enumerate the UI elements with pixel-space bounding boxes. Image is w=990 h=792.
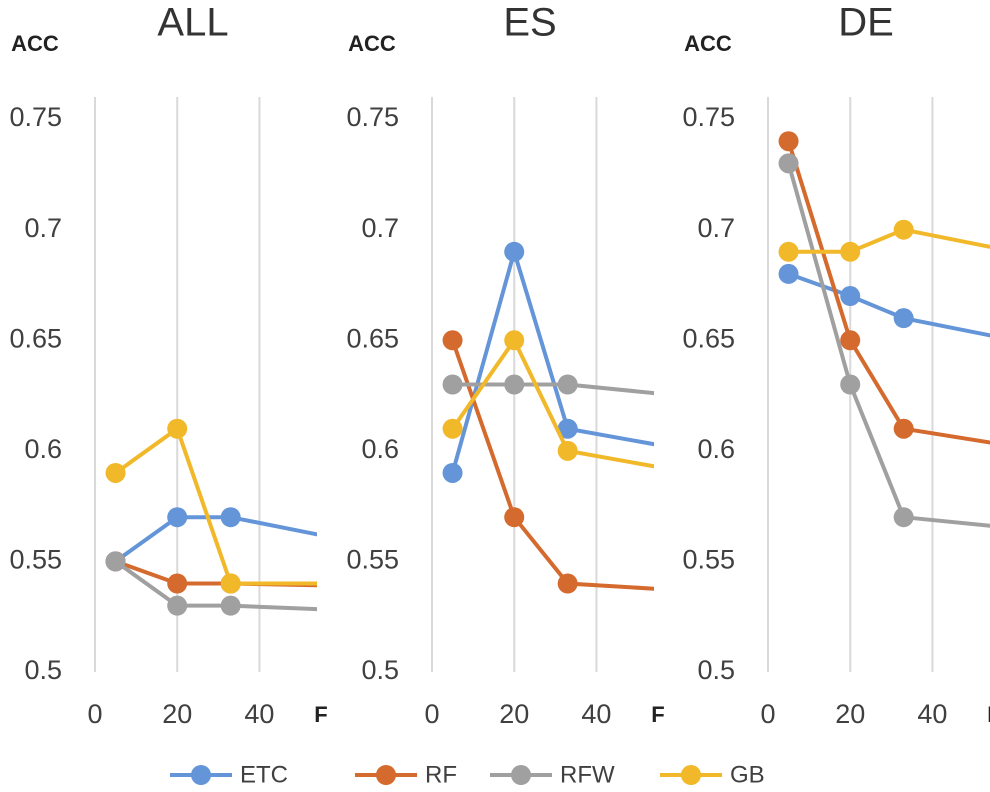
- data-point: [669, 386, 689, 406]
- x-tick-label: 20: [499, 699, 529, 729]
- data-point: [778, 263, 799, 284]
- data-point: [840, 374, 861, 395]
- series-line: [114, 425, 317, 586]
- y-axis-label: ACC: [11, 31, 59, 56]
- legend-label: RF: [425, 761, 457, 788]
- data-point: [332, 574, 352, 594]
- y-tick-label: 0.7: [24, 213, 62, 243]
- data-point: [557, 374, 578, 395]
- data-point: [105, 551, 126, 572]
- plot: [442, 241, 689, 600]
- data-point: [669, 580, 689, 600]
- data-point: [669, 439, 689, 459]
- data-point: [840, 286, 861, 307]
- x-tick-label: 40: [917, 699, 947, 729]
- legend-label: GB: [730, 761, 765, 788]
- y-tick-label: 0.65: [682, 323, 735, 353]
- y-tick-label: 0.6: [361, 434, 399, 464]
- data-point: [669, 461, 689, 481]
- x-tick-label: 0: [760, 699, 775, 729]
- y-tick-label: 0.75: [9, 102, 62, 132]
- data-point: [167, 507, 188, 528]
- data-point: [442, 374, 463, 395]
- data-point: [893, 219, 914, 240]
- data-point: [442, 462, 463, 483]
- y-tick-label: 0.5: [697, 655, 735, 685]
- data-point: [504, 374, 525, 395]
- data-point: [504, 330, 525, 351]
- x-tick-label: 0: [87, 699, 102, 729]
- y-tick-label: 0.6: [24, 434, 62, 464]
- data-point: [840, 330, 861, 351]
- data-point: [504, 507, 525, 528]
- data-point: [557, 418, 578, 439]
- x-axis-label: F: [314, 702, 327, 727]
- y-tick-label: 0.55: [9, 545, 62, 575]
- chart-title: ALL: [157, 1, 228, 45]
- data-point: [893, 308, 914, 329]
- data-point: [220, 595, 241, 616]
- series-line: [114, 515, 317, 564]
- series-line: [450, 336, 654, 469]
- data-point: [893, 418, 914, 439]
- data-point: [332, 576, 352, 596]
- data-point: [167, 418, 188, 439]
- y-tick-label: 0.5: [361, 655, 399, 685]
- x-tick-label: 20: [835, 699, 865, 729]
- data-point: [442, 418, 463, 439]
- y-tick-label: 0.55: [346, 545, 399, 575]
- y-tick-label: 0.75: [346, 102, 399, 132]
- x-axis-label: F: [987, 702, 990, 727]
- series-line: [786, 162, 990, 528]
- data-point: [893, 507, 914, 528]
- data-point: [105, 462, 126, 483]
- y-tick-label: 0.5: [24, 655, 62, 685]
- x-tick-label: 20: [162, 699, 192, 729]
- x-axis-label: F: [651, 702, 664, 727]
- data-point: [840, 241, 861, 262]
- series-line: [787, 272, 990, 338]
- plot: [778, 131, 990, 528]
- data-point: [167, 595, 188, 616]
- legend-marker: [376, 765, 396, 785]
- data-point: [778, 131, 799, 152]
- series-line: [114, 559, 317, 612]
- series-line: [786, 140, 990, 445]
- data-point: [220, 573, 241, 594]
- series-line: [450, 244, 654, 474]
- data-point: [778, 153, 799, 174]
- y-tick-label: 0.55: [682, 545, 735, 575]
- data-point: [504, 241, 525, 262]
- series-line: [788, 227, 990, 254]
- data-point: [332, 600, 352, 620]
- data-point: [442, 330, 463, 351]
- y-axis-label: ACC: [348, 31, 396, 56]
- legend-marker: [681, 765, 701, 785]
- y-tick-label: 0.7: [361, 213, 399, 243]
- legend-marker: [511, 765, 531, 785]
- data-point: [220, 507, 241, 528]
- y-tick-label: 0.65: [346, 323, 399, 353]
- legend-marker: [191, 765, 211, 785]
- y-tick-label: 0.7: [697, 213, 735, 243]
- data-point: [557, 573, 578, 594]
- series-line: [450, 339, 654, 591]
- y-tick-label: 0.75: [682, 102, 735, 132]
- data-point: [778, 241, 799, 262]
- legend-label: ETC: [240, 761, 288, 788]
- legend-label: RFW: [560, 761, 615, 788]
- y-axis-label: ACC: [684, 31, 732, 56]
- x-tick-label: 40: [581, 699, 611, 729]
- data-point: [167, 573, 188, 594]
- y-tick-label: 0.6: [697, 434, 735, 464]
- chart-title: ES: [503, 1, 556, 45]
- x-tick-label: 0: [424, 699, 439, 729]
- y-tick-label: 0.65: [9, 323, 62, 353]
- data-point: [557, 440, 578, 461]
- x-tick-label: 40: [244, 699, 274, 729]
- chart-title: DE: [838, 1, 894, 45]
- plot: [105, 418, 352, 620]
